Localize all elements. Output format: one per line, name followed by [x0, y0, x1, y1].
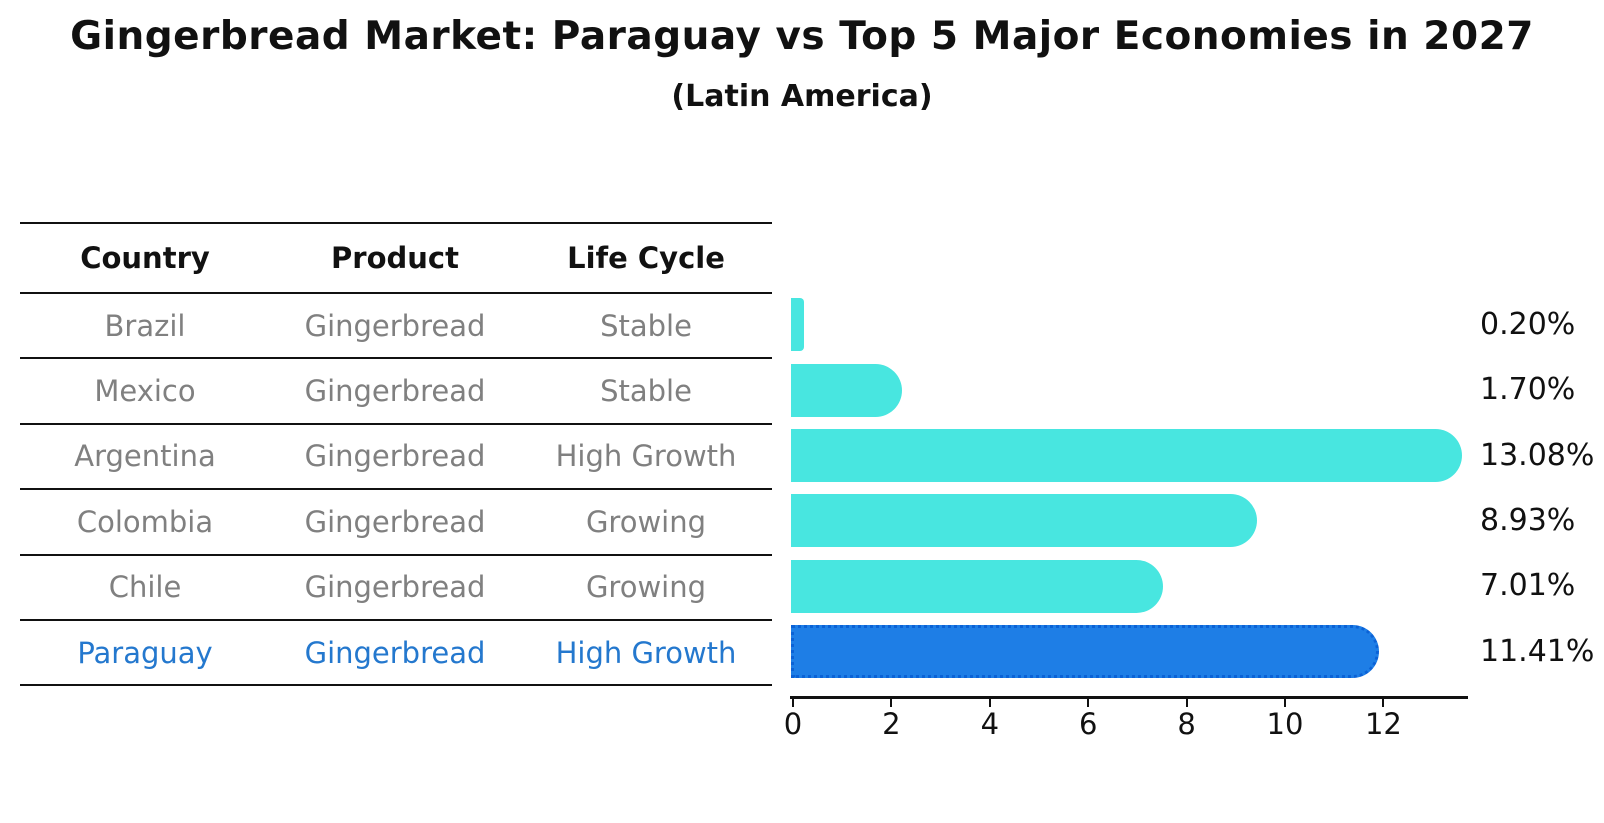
table-row: Colombia Gingerbread Growing: [20, 490, 772, 556]
cell-country: Brazil: [104, 308, 186, 343]
x-axis-tick-label: 12: [1364, 707, 1402, 741]
country-table: Country Product Life Cycle Brazil Gingerbre…: [20, 222, 772, 687]
cell-product: Gingerbread: [304, 504, 486, 539]
cell-country: Mexico: [94, 374, 196, 409]
bar-mexico: [791, 363, 902, 417]
cell-product: Gingerbread: [304, 635, 486, 670]
x-axis-tick: [1185, 698, 1188, 707]
table-header-row: Country Product Life Cycle: [20, 224, 772, 294]
x-axis-tick-label: 2: [882, 707, 901, 741]
bar-chile: [791, 559, 1163, 613]
cell-product: Gingerbread: [304, 570, 486, 605]
bar-value-label: 8.93%: [1480, 502, 1576, 538]
column-header-country: Country: [80, 241, 210, 275]
cell-life-cycle: High Growth: [555, 635, 737, 670]
x-axis-tick: [792, 698, 794, 707]
x-axis-spine: [790, 696, 1468, 699]
x-axis-tick: [890, 698, 893, 707]
column-header-product: Product: [331, 241, 459, 275]
chart-title: Gingerbread Market: Paraguay vs Top 5 Ma…: [70, 14, 1534, 59]
bar-value-label: 11.41%: [1480, 633, 1595, 669]
x-axis-tick-label: 10: [1266, 707, 1304, 741]
cell-life-cycle: Growing: [585, 504, 707, 539]
cell-life-cycle: Stable: [600, 374, 692, 409]
x-axis-tick-label: 6: [1078, 707, 1098, 741]
x-axis-tick-label: 0: [783, 707, 803, 741]
bar-value-label: 7.01%: [1480, 568, 1576, 604]
bar-argentina: [791, 429, 1462, 482]
cell-life-cycle: Growing: [585, 570, 707, 605]
cell-life-cycle: Stable: [600, 308, 692, 343]
cell-life-cycle: High Growth: [555, 439, 737, 474]
table-row: Paraguay Gingerbread High Growth: [20, 621, 772, 687]
column-header-life-cycle: Life Cycle: [567, 241, 725, 275]
bar-value-label: 13.08%: [1480, 437, 1595, 473]
bar-value-label: 1.70%: [1480, 372, 1576, 408]
table-body: Brazil Gingerbread Stable Mexico Gingerbread…: [20, 294, 772, 687]
bar-colombia: [791, 494, 1258, 548]
x-axis-tick: [1382, 698, 1385, 707]
x-axis-tick: [1284, 698, 1286, 707]
table-row: Argentina Gingerbread High Growth: [20, 425, 772, 491]
x-axis-tick-label: 8: [1177, 707, 1196, 741]
x-axis-tick: [1087, 698, 1090, 707]
cell-country: Paraguay: [77, 635, 213, 670]
bar-brazil: [791, 298, 804, 352]
cell-country: Colombia: [76, 504, 214, 539]
cell-country: Chile: [108, 570, 182, 605]
cell-country: Argentina: [74, 439, 216, 474]
table-row: Brazil Gingerbread Stable: [20, 294, 772, 360]
table-row: Chile Gingerbread Growing: [20, 556, 772, 621]
cell-product: Gingerbread: [304, 308, 486, 343]
bar-paraguay: [791, 625, 1380, 679]
bar-value-label: 0.20%: [1480, 306, 1576, 342]
chart-subtitle: (Latin America): [671, 79, 933, 114]
table-row: Mexico Gingerbread Stable: [20, 359, 772, 425]
cell-product: Gingerbread: [304, 439, 486, 474]
x-axis-tick: [988, 698, 991, 707]
x-axis-tick-label: 4: [980, 707, 1000, 741]
cell-product: Gingerbread: [304, 374, 486, 409]
